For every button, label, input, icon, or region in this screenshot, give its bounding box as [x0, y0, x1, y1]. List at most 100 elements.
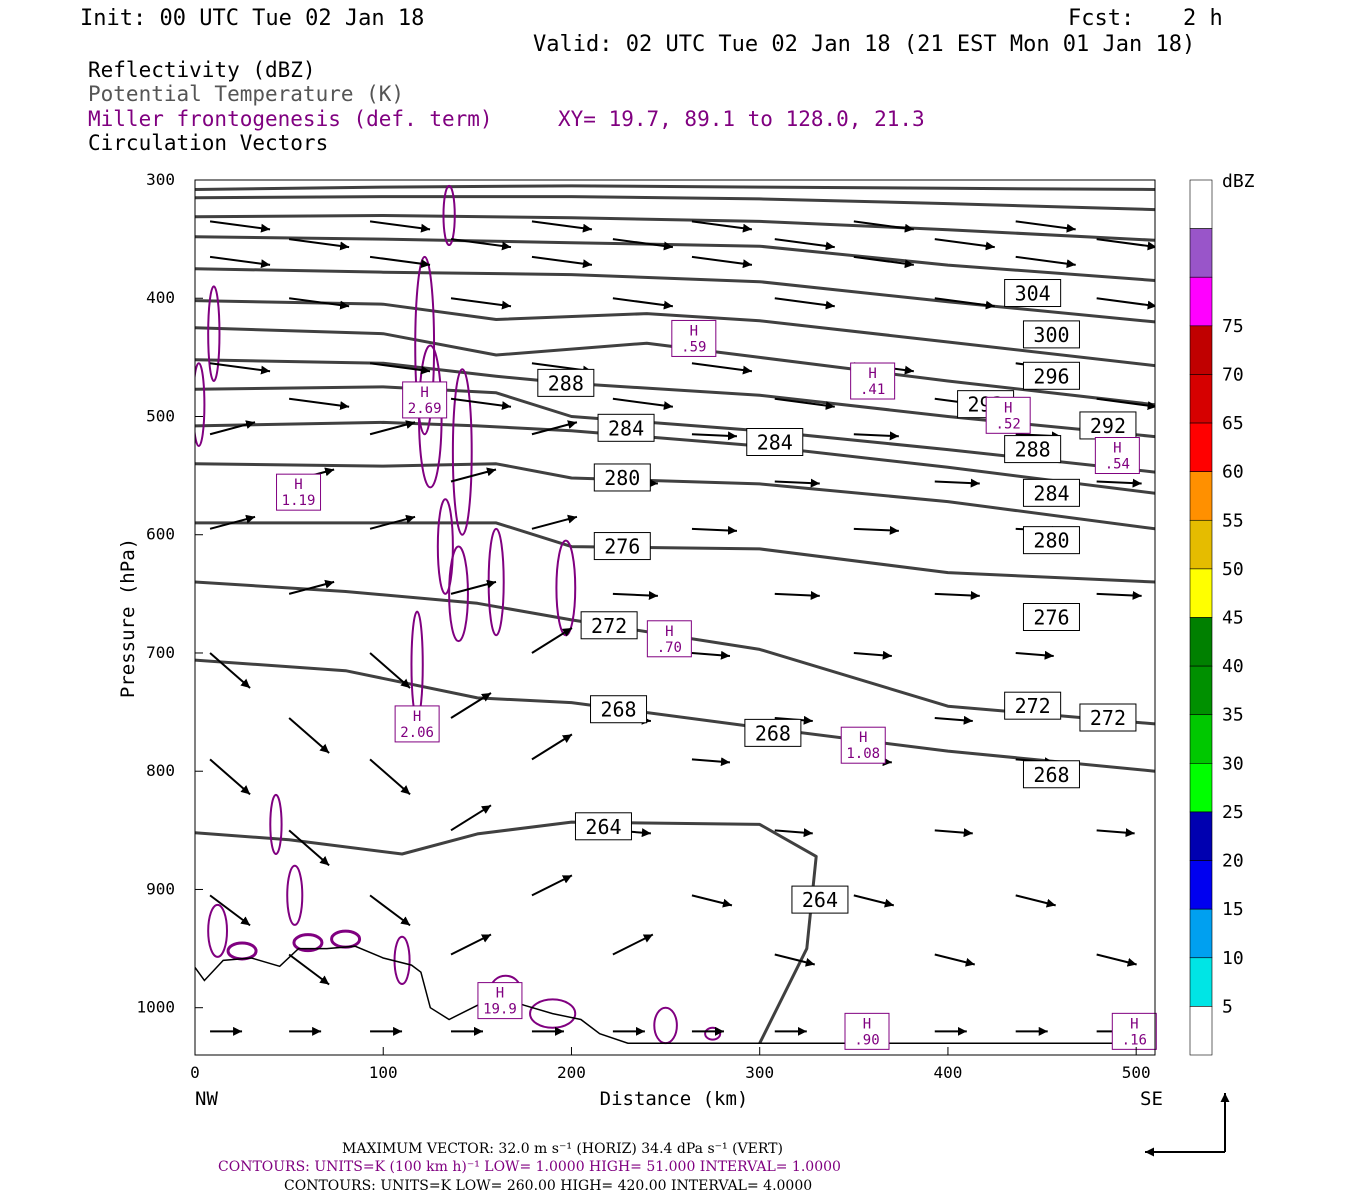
theta-label-box [580, 611, 638, 640]
vector-92 [612, 933, 654, 956]
fg-max-value: .54 [1105, 457, 1130, 473]
vector-82 [934, 828, 973, 838]
theta-label-text: 268 [1033, 763, 1069, 787]
theta-line-11 [195, 521, 1155, 584]
vector-84 [209, 894, 251, 927]
fg-max-0: H2.69 [402, 381, 448, 419]
vector-48 [209, 514, 256, 530]
fg-max-9: H19.9 [477, 982, 523, 1020]
vector-43 [450, 467, 497, 483]
fg-max-box [394, 705, 440, 743]
colorbar-cell-3 [1189, 325, 1213, 375]
colorbar-label-5: 5 [1222, 996, 1233, 1017]
frontogenesis-contour-14 [207, 903, 229, 958]
fg-max-11: H.16 [1111, 1012, 1157, 1050]
theta-line-1 [195, 195, 1155, 212]
colorbar-cell-12 [1189, 763, 1213, 813]
vector-36 [209, 420, 256, 436]
vector-66 [288, 717, 330, 754]
vector-87 [691, 894, 733, 908]
theta-label-10: 280 [593, 463, 651, 492]
forecast-label: Fcst: [1068, 6, 1134, 31]
fg-max-7: H2.06 [394, 705, 440, 743]
vector-93 [774, 953, 816, 967]
theta-label-box [791, 885, 849, 914]
fg-max-letter: H [868, 366, 876, 382]
fg-max-letter: H [665, 624, 673, 640]
theta-label-9: 284 [1022, 478, 1080, 507]
frontogenesis-contour-info: CONTOURS: UNITS=K (100 km h)⁻¹ LOW= 1.00… [218, 1159, 841, 1175]
vector-88 [853, 894, 895, 908]
vector-70 [934, 715, 973, 725]
x-axis-title: Distance (km) [600, 1088, 749, 1110]
colorbar-label-60: 60 [1222, 462, 1244, 483]
y-tick-label-800: 800 [146, 761, 175, 780]
vector-39 [691, 431, 737, 441]
x-tick-label-400: 400 [933, 1063, 962, 1082]
vector-55 [450, 579, 497, 595]
x-tick-label-0: 0 [190, 1063, 200, 1082]
vector-79 [450, 804, 492, 832]
vector-13 [369, 255, 431, 269]
fg-max-box [844, 1012, 890, 1050]
fg-max-4: H.52 [985, 396, 1031, 434]
theta-label-4: 292 [1079, 411, 1137, 440]
theta-label-box [1022, 320, 1080, 349]
vector-72 [209, 758, 251, 796]
vector-73 [369, 758, 411, 796]
vector-30 [288, 397, 350, 411]
vector-14 [531, 255, 593, 269]
vector-7 [450, 238, 512, 251]
theta-label-14: 272 [580, 611, 638, 640]
theta-line-12 [195, 580, 1155, 726]
theta-label-box [1004, 435, 1062, 464]
theta-label-box [1079, 703, 1137, 732]
colorbar-cell-9 [1189, 617, 1213, 667]
fg-max-value: 2.06 [400, 725, 434, 741]
theta-label-box [574, 812, 632, 841]
x-axis-left-end: NW [195, 1088, 218, 1110]
frontogenesis-contour-9 [195, 362, 206, 448]
vector-35 [1096, 397, 1155, 411]
theta-line-6 [195, 326, 1155, 407]
frontogenesis-contour-0 [442, 184, 456, 247]
colorbar-label-70: 70 [1222, 364, 1244, 385]
terrain-profile [195, 945, 1155, 1044]
colorbar-cell-10 [1189, 665, 1213, 716]
fg-max-letter: H [496, 986, 504, 1002]
frontogenesis-contour-4 [436, 498, 454, 595]
theta-label-7: 284 [597, 413, 655, 442]
colorbar-cell-1 [1189, 228, 1213, 278]
theta-label-text: 276 [1033, 606, 1069, 630]
colorbar-cell-14 [1189, 860, 1213, 910]
vector-16 [853, 255, 914, 269]
fg-max-letter: H [1113, 441, 1121, 457]
theta-label-text: 272 [1090, 706, 1126, 730]
colorbar-label-25: 25 [1222, 802, 1244, 823]
y-tick-label-700: 700 [146, 643, 175, 662]
theta-line-9 [195, 420, 1155, 495]
colorbar-label-75: 75 [1222, 316, 1244, 337]
vector-65 [1015, 650, 1054, 660]
vector-49 [369, 514, 416, 530]
axes: 0 100 200 300 400 500 300 400 500 600 700 800 900 100… [136, 170, 1150, 1082]
max-vector-info: MAXIMUM VECTOR: 32.0 m s⁻¹ (HORIZ) 34.4 … [342, 1141, 783, 1157]
y-axis-title: Pressure (hPa) [117, 538, 139, 698]
vector-32 [612, 397, 674, 411]
vector-74 [531, 733, 573, 761]
vector-90 [288, 953, 330, 986]
vector-64 [853, 650, 892, 660]
y-tick-label-300: 300 [146, 170, 175, 189]
theta-label-box [1022, 361, 1080, 390]
colorbar-label-55: 55 [1222, 510, 1244, 531]
theta-label-box [1022, 603, 1080, 631]
theta-label-box [746, 428, 804, 456]
vector-23 [1096, 297, 1155, 310]
colorbar-label-30: 30 [1222, 753, 1244, 774]
vector-21 [774, 297, 835, 310]
vector-60 [209, 652, 251, 689]
vector-4 [853, 220, 914, 233]
vector-52 [853, 525, 899, 535]
vector-78 [288, 829, 330, 867]
